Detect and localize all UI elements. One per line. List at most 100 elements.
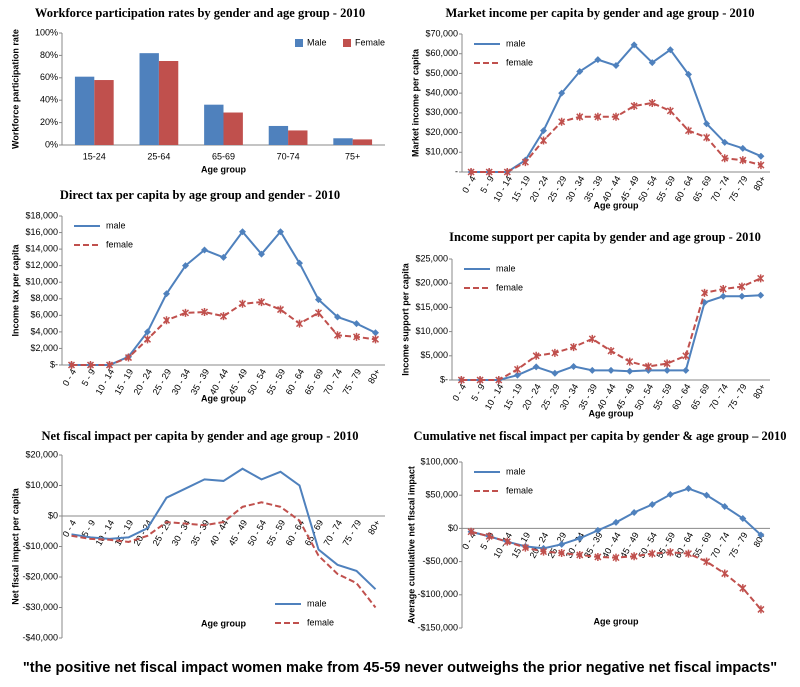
point <box>532 363 540 371</box>
x-tick-label: 5 - 9 <box>80 367 98 388</box>
point <box>721 154 729 163</box>
point <box>495 376 503 384</box>
point <box>258 250 265 258</box>
point <box>607 346 615 355</box>
point <box>86 361 95 369</box>
point <box>588 366 596 374</box>
point <box>503 168 511 176</box>
y-tick-label: $40,000 <box>425 88 458 98</box>
point <box>296 259 303 267</box>
point <box>219 312 228 321</box>
point <box>703 491 711 499</box>
point <box>532 351 540 360</box>
y-tick-label: -$10,000 <box>22 541 58 551</box>
point <box>576 112 584 121</box>
bar <box>268 125 289 145</box>
point <box>238 299 247 308</box>
y-tick-label: -$100,000 <box>417 589 458 599</box>
y-tick-label: $50,000 <box>425 68 458 78</box>
point <box>485 532 493 541</box>
y-tick-label: $10,000 <box>415 326 448 336</box>
series-line <box>71 501 377 609</box>
point <box>201 246 208 254</box>
point <box>570 343 578 352</box>
y-tick-label: $10,000 <box>425 147 458 157</box>
point <box>739 144 747 152</box>
point <box>721 569 729 578</box>
point <box>476 376 484 384</box>
point <box>521 158 529 167</box>
y-tick-label: $30,000 <box>425 107 458 117</box>
bar <box>139 53 159 145</box>
x-tick-label: 70-74 <box>277 151 300 161</box>
point <box>182 262 189 270</box>
legend-label: female <box>106 239 133 249</box>
bar <box>158 61 179 145</box>
y-tick-label: -$30,000 <box>22 602 58 612</box>
point <box>703 133 711 142</box>
y-tick-label: 40% <box>40 95 58 105</box>
point <box>143 335 152 344</box>
point <box>684 485 692 493</box>
point <box>721 138 729 146</box>
point <box>684 70 692 78</box>
x-tick-label: 75 - 79 <box>341 518 364 547</box>
point <box>648 59 656 67</box>
bar <box>94 80 114 145</box>
y-tick-label: - <box>455 166 458 176</box>
point <box>334 313 341 321</box>
y-tick-label: $20,000 <box>25 449 58 459</box>
x-axis-label: Age group <box>201 164 246 174</box>
point <box>630 101 638 110</box>
point <box>719 292 727 300</box>
point <box>663 366 671 374</box>
legend-swatch <box>343 39 351 47</box>
y-tick-label: $0 <box>48 510 58 520</box>
bar <box>352 139 373 145</box>
bar <box>74 76 95 145</box>
point <box>648 99 656 107</box>
x-tick-label: 5 - 9 <box>469 382 487 403</box>
y-tick-label: $50,000 <box>425 490 458 500</box>
y-tick-label: $12,000 <box>25 260 58 270</box>
point <box>277 228 284 236</box>
point <box>315 296 322 304</box>
point <box>757 161 765 170</box>
point <box>163 290 170 298</box>
point <box>513 371 521 379</box>
chart-title: Market income per capita by gender and a… <box>445 6 754 20</box>
point <box>570 362 578 370</box>
legend-label: male <box>106 220 126 230</box>
y-tick-label: -$20,000 <box>22 571 58 581</box>
point <box>684 126 693 135</box>
point <box>719 285 727 294</box>
point <box>630 508 638 516</box>
bar <box>204 104 224 145</box>
point <box>630 552 638 561</box>
point <box>630 41 638 49</box>
point <box>682 366 690 374</box>
point <box>757 274 765 283</box>
x-axis-label: Age group <box>201 393 246 403</box>
legend-label: male <box>506 38 526 48</box>
legend-swatch <box>295 39 303 47</box>
point <box>739 514 747 522</box>
legend-label: female <box>506 57 533 67</box>
point <box>594 56 602 64</box>
legend-label: male <box>496 263 516 273</box>
y-tick-label: $10,000 <box>25 277 58 287</box>
point <box>576 67 584 75</box>
y-tick-label: 60% <box>40 72 58 82</box>
point <box>181 308 190 317</box>
x-tick-label: 80+ <box>751 174 767 192</box>
series-line <box>71 230 376 366</box>
legend-label: female <box>506 485 533 495</box>
bar <box>223 112 243 145</box>
x-axis-label: Age group <box>594 616 639 626</box>
point <box>703 120 711 128</box>
x-tick-label: 25-64 <box>147 151 170 161</box>
x-tick-label: 15-24 <box>83 151 106 161</box>
point <box>372 329 379 337</box>
point <box>503 537 511 546</box>
y-tick-label: $4,000 <box>30 326 58 336</box>
